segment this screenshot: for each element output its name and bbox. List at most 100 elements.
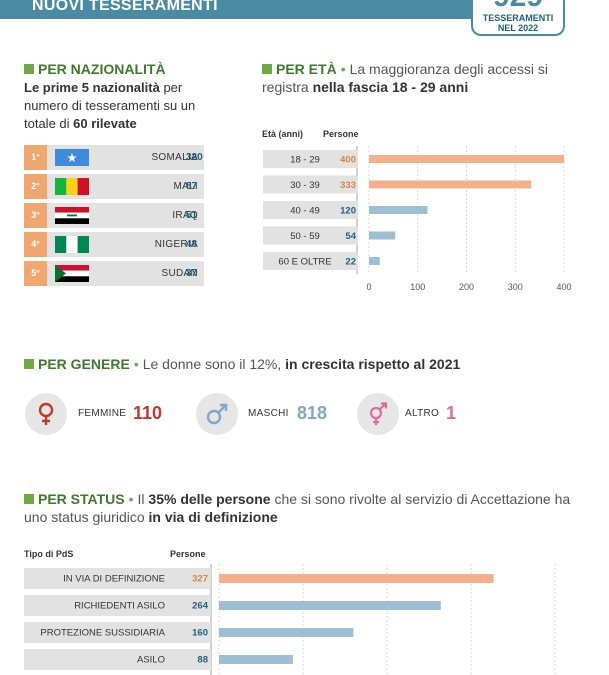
flag-box	[55, 207, 89, 224]
total-label-line2: NEL 2022	[497, 23, 539, 33]
age-value-label: 22	[345, 257, 356, 268]
nationality-subtitle-line2: numero di tesseramenti su un	[24, 98, 196, 113]
status-row-bg	[24, 568, 211, 589]
nationality-subtitle-line3: totale di	[24, 116, 74, 131]
age-row-bg	[263, 150, 358, 168]
age-note-line1: La maggioranza degli accessi si	[349, 61, 549, 77]
transgender-icon	[369, 402, 388, 425]
status-category-label: IN VIA DI DEFINIZIONE	[63, 574, 165, 585]
female-icon	[38, 402, 54, 425]
x-tick-label: 300	[508, 282, 523, 292]
nationality-subtitle-rest: per	[159, 80, 183, 95]
status-value-label: 327	[192, 574, 208, 585]
status-row-bg	[24, 595, 211, 616]
nationality-name: NIGERIA	[154, 239, 198, 250]
iraq-flag-icon	[55, 207, 89, 224]
status-note-line2: uno status giuridico in via di definizio…	[24, 509, 278, 525]
male-value: 818	[297, 403, 328, 423]
age-value-label: 54	[345, 231, 356, 242]
age-note-line2-bold: nella fascia 18 - 29 anni	[312, 79, 469, 95]
nationality-section-title: PER NAZIONALITÀ	[38, 61, 166, 77]
age-row-bg	[263, 252, 358, 270]
nationality-subtitle-line3-bold: 60 rilevate	[73, 116, 137, 131]
mali-flag-icon	[55, 178, 89, 195]
age-bar	[369, 231, 396, 240]
status-value-label: 160	[192, 628, 208, 639]
nationality-subtitle-bold: Le prime 5 nazionalità	[24, 80, 160, 95]
age-column-header: Età (anni)	[262, 129, 303, 139]
nationality-rank: 4°	[24, 232, 47, 257]
somalia-flag-icon	[55, 149, 89, 166]
male-icon-circle	[196, 393, 238, 435]
age-category-label: 18 - 29	[290, 155, 320, 166]
nationality-rank: 1°	[24, 145, 47, 170]
x-tick-label: 100	[410, 282, 425, 292]
male-icon	[206, 403, 228, 425]
nationality-name: SOMALIA	[151, 152, 198, 163]
status-value-label: 264	[192, 601, 209, 612]
female-value: 110	[133, 403, 163, 423]
age-value-label: 333	[340, 180, 356, 191]
status-row-bg	[24, 649, 211, 670]
status-category-label: PROTEZIONE SUSSIDIARIA	[40, 628, 165, 639]
age-bar	[369, 206, 428, 214]
status-category-label: RICHIEDENTI ASILO	[74, 601, 165, 612]
female-icon-circle	[25, 393, 67, 435]
other-label: ALTRO	[405, 408, 440, 419]
age-category-label: 30 - 39	[290, 180, 320, 191]
status-value-label: 88	[197, 655, 208, 666]
age-heading: PER ETÀ • La maggioranza degli accessi si	[262, 61, 548, 77]
nationality-row-body: MALI	[47, 174, 204, 199]
status-bar	[219, 628, 354, 637]
status-row-bg	[24, 622, 211, 643]
pds-column-header: Tipo di PdS	[24, 549, 73, 559]
gender-note-bold: in crescita rispetto al 2021	[285, 356, 461, 372]
age-bar	[369, 180, 532, 189]
nationality-value: 48	[186, 239, 198, 250]
age-category-label: 40 - 49	[290, 206, 320, 217]
nationality-rank: 5°	[24, 261, 47, 286]
age-category-label: 60 E OLTRE	[278, 257, 331, 268]
status-note-pre: Il	[137, 491, 149, 507]
nationality-value: 51	[186, 210, 198, 221]
green-square-icon	[262, 64, 272, 74]
male-label: MASCHI	[248, 408, 289, 419]
nationality-row-body: SUDAN	[47, 261, 204, 286]
green-square-icon	[24, 494, 34, 504]
sudan-flag-icon	[55, 265, 89, 282]
status-bar	[219, 601, 441, 610]
status-note-bold: 35% delle persone	[148, 491, 271, 507]
gender-note: Le donne sono il 12%,	[142, 356, 286, 372]
status-note-line2-bold: in via di definizione	[148, 509, 278, 525]
nationality-heading: PER NAZIONALITÀ	[24, 61, 166, 77]
age-note-line2: registra nella fascia 18 - 29 anni	[262, 79, 468, 95]
nigeria-flag-icon	[55, 236, 89, 253]
x-tick-label: 0	[366, 282, 371, 292]
nationality-row-body: IRAQ	[47, 203, 204, 228]
status-bar	[219, 655, 293, 664]
age-value-label: 120	[340, 206, 356, 217]
flag-box	[55, 149, 89, 166]
total-badge: 929 TESSERAMENTI NEL 2022	[471, 0, 565, 36]
x-tick-label: 400	[556, 282, 571, 292]
age-bar-chart: Età (anni) Persone 0 100 200 300 400 18 - 29 400…	[262, 129, 572, 292]
green-square-icon	[24, 64, 34, 74]
age-row-bg	[263, 201, 358, 219]
nationality-value: 37	[186, 268, 198, 279]
age-category-label: 50 - 59	[290, 231, 320, 242]
nationality-row: 5° SUDAN	[24, 261, 204, 286]
persons-column-header: Persone	[323, 129, 359, 139]
persons-column-header: Persone	[170, 549, 206, 559]
age-row-bg	[263, 175, 358, 194]
flag-box	[55, 178, 89, 195]
green-square-icon	[24, 359, 34, 369]
bullet-dot: •	[128, 491, 134, 507]
age-value-label: 400	[340, 155, 356, 166]
x-tick-label: 200	[459, 282, 474, 292]
age-note-line2-pre: registra	[262, 79, 313, 95]
gender-heading: PER GENERE • Le donne sono il 12%, in cres…	[24, 356, 460, 372]
nationality-row: 4° NIGERIA	[24, 232, 204, 257]
status-category-label: ASILO	[137, 655, 165, 666]
gender-section-title: PER GENERE	[38, 356, 130, 372]
total-value: 929	[473, 0, 563, 12]
